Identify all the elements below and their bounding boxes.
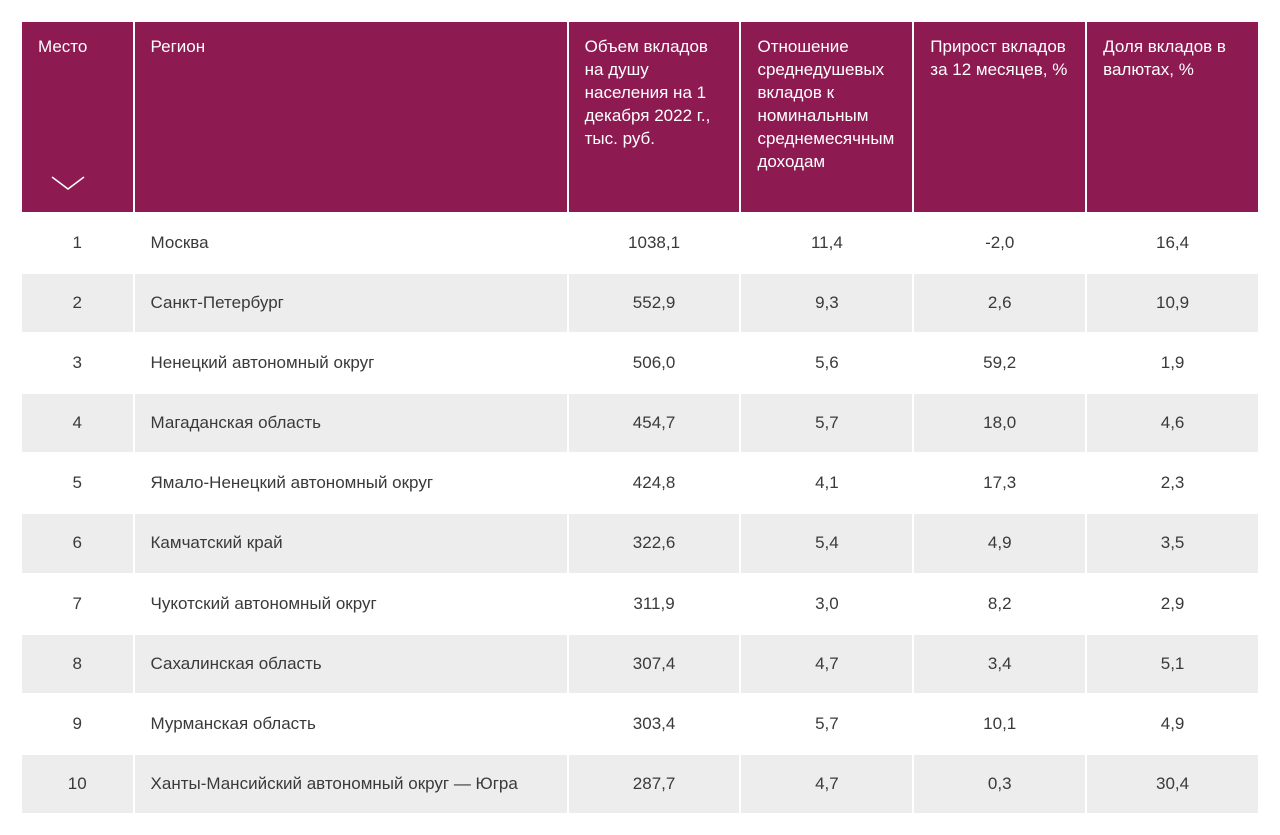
cell-growth: 0,3 <box>914 755 1085 813</box>
cell-place: 4 <box>22 394 133 452</box>
cell-growth: 4,9 <box>914 514 1085 572</box>
cell-place: 9 <box>22 695 133 753</box>
cell-place: 6 <box>22 514 133 572</box>
cell-ratio: 5,7 <box>741 695 912 753</box>
col-header-region-label: Регион <box>151 37 206 56</box>
cell-volume: 424,8 <box>569 454 740 512</box>
cell-growth: 2,6 <box>914 274 1085 332</box>
deposits-table: Место Регион Объем вкладов на душу насел… <box>20 20 1260 815</box>
table-header: Место Регион Объем вкладов на душу насел… <box>22 22 1258 212</box>
cell-share: 30,4 <box>1087 755 1258 813</box>
cell-share: 5,1 <box>1087 635 1258 693</box>
cell-volume: 287,7 <box>569 755 740 813</box>
table-row: 10Ханты-Мансийский автономный округ — Юг… <box>22 755 1258 813</box>
table-row: 1Москва1038,111,4-2,016,4 <box>22 214 1258 272</box>
sort-chevron-down-icon[interactable] <box>50 175 86 198</box>
cell-growth: 3,4 <box>914 635 1085 693</box>
cell-region: Ненецкий автономный округ <box>135 334 567 392</box>
cell-share: 2,3 <box>1087 454 1258 512</box>
cell-volume: 552,9 <box>569 274 740 332</box>
deposits-table-container: Место Регион Объем вкладов на душу насел… <box>20 20 1260 815</box>
cell-region: Камчатский край <box>135 514 567 572</box>
table-body: 1Москва1038,111,4-2,016,42Санкт-Петербур… <box>22 214 1258 813</box>
cell-place: 2 <box>22 274 133 332</box>
cell-volume: 454,7 <box>569 394 740 452</box>
table-row: 5Ямало-Ненецкий автономный округ424,84,1… <box>22 454 1258 512</box>
cell-ratio: 5,7 <box>741 394 912 452</box>
table-row: 7Чукотский автономный округ311,93,08,22,… <box>22 575 1258 633</box>
cell-growth: 18,0 <box>914 394 1085 452</box>
cell-growth: 17,3 <box>914 454 1085 512</box>
cell-ratio: 5,4 <box>741 514 912 572</box>
cell-place: 5 <box>22 454 133 512</box>
cell-ratio: 4,7 <box>741 755 912 813</box>
table-row: 3Ненецкий автономный округ506,05,659,21,… <box>22 334 1258 392</box>
cell-ratio: 3,0 <box>741 575 912 633</box>
cell-place: 1 <box>22 214 133 272</box>
cell-region: Магаданская область <box>135 394 567 452</box>
cell-share: 2,9 <box>1087 575 1258 633</box>
cell-growth: 8,2 <box>914 575 1085 633</box>
cell-share: 10,9 <box>1087 274 1258 332</box>
col-header-ratio-label: Отношение среднедуше­вых вкладов к номин… <box>757 37 894 171</box>
cell-ratio: 11,4 <box>741 214 912 272</box>
cell-volume: 307,4 <box>569 635 740 693</box>
cell-share: 1,9 <box>1087 334 1258 392</box>
col-header-growth[interactable]: Прирост вкладов за 12 месяцев, % <box>914 22 1085 212</box>
table-row: 8Сахалинская область307,44,73,45,1 <box>22 635 1258 693</box>
cell-place: 10 <box>22 755 133 813</box>
table-row: 4Магаданская область454,75,718,04,6 <box>22 394 1258 452</box>
cell-place: 7 <box>22 575 133 633</box>
col-header-volume[interactable]: Объем вкладов на душу населения на 1 дек… <box>569 22 740 212</box>
col-header-region[interactable]: Регион <box>135 22 567 212</box>
cell-ratio: 5,6 <box>741 334 912 392</box>
table-row: 6Камчатский край322,65,44,93,5 <box>22 514 1258 572</box>
cell-growth: 10,1 <box>914 695 1085 753</box>
cell-place: 8 <box>22 635 133 693</box>
cell-ratio: 4,7 <box>741 635 912 693</box>
table-row: 9Мурманская область303,45,710,14,9 <box>22 695 1258 753</box>
table-row: 2Санкт-Петербург552,99,32,610,9 <box>22 274 1258 332</box>
cell-place: 3 <box>22 334 133 392</box>
col-header-place[interactable]: Место <box>22 22 133 212</box>
cell-share: 3,5 <box>1087 514 1258 572</box>
col-header-ratio[interactable]: Отношение среднедуше­вых вкладов к номин… <box>741 22 912 212</box>
cell-region: Санкт-Петербург <box>135 274 567 332</box>
col-header-share-label: Доля вкладов в валютах, % <box>1103 37 1226 79</box>
cell-volume: 1038,1 <box>569 214 740 272</box>
cell-region: Мурманская область <box>135 695 567 753</box>
cell-ratio: 4,1 <box>741 454 912 512</box>
cell-volume: 506,0 <box>569 334 740 392</box>
cell-volume: 311,9 <box>569 575 740 633</box>
col-header-growth-label: Прирост вкладов за 12 месяцев, % <box>930 37 1067 79</box>
cell-region: Ямало-Ненецкий автономный округ <box>135 454 567 512</box>
cell-share: 4,6 <box>1087 394 1258 452</box>
cell-volume: 303,4 <box>569 695 740 753</box>
col-header-volume-label: Объем вкладов на душу населения на 1 дек… <box>585 37 711 148</box>
cell-volume: 322,6 <box>569 514 740 572</box>
cell-ratio: 9,3 <box>741 274 912 332</box>
cell-region: Сахалинская область <box>135 635 567 693</box>
col-header-share[interactable]: Доля вкладов в валютах, % <box>1087 22 1258 212</box>
cell-region: Москва <box>135 214 567 272</box>
cell-share: 4,9 <box>1087 695 1258 753</box>
cell-region: Чукотский автономный округ <box>135 575 567 633</box>
cell-growth: -2,0 <box>914 214 1085 272</box>
cell-region: Ханты-Мансийский автономный округ — Югра <box>135 755 567 813</box>
col-header-place-label: Место <box>38 37 87 56</box>
cell-share: 16,4 <box>1087 214 1258 272</box>
cell-growth: 59,2 <box>914 334 1085 392</box>
